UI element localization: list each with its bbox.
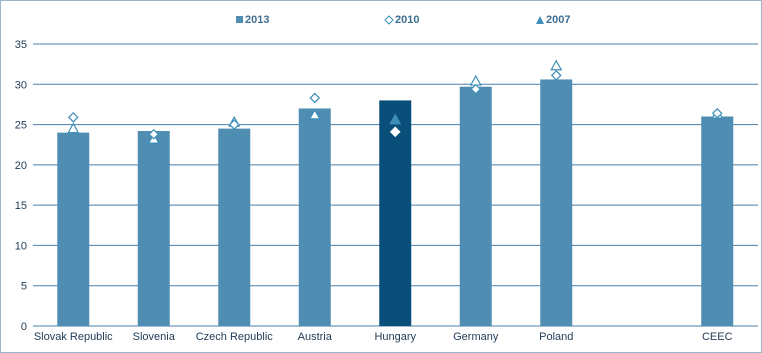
legend-item-2013: 2013 — [236, 14, 269, 26]
triangle-icon — [536, 16, 544, 24]
x-tick-label: CEEC — [702, 331, 733, 343]
y-tick-label: 30 — [15, 79, 27, 91]
bar — [540, 79, 573, 326]
bar — [701, 116, 734, 326]
bar — [218, 128, 251, 326]
x-tick-label: Czech Republic — [196, 331, 274, 343]
bar — [298, 108, 331, 326]
y-tick-label: 25 — [15, 120, 27, 132]
x-tick-label: Slovenia — [133, 331, 176, 343]
legend-label-2007: 2007 — [546, 14, 570, 26]
square-icon — [236, 16, 243, 23]
x-tick-label: Hungary — [374, 331, 416, 343]
y-tick-label: 20 — [15, 160, 27, 172]
legend-item-2010: 2010 — [384, 14, 419, 26]
x-tick-label: Slovak Republic — [34, 331, 113, 343]
diamond-icon — [384, 15, 394, 25]
marker-triangle — [389, 113, 402, 125]
marker-triangle — [67, 122, 80, 134]
y-tick-label: 35 — [15, 39, 27, 51]
marker-diamond — [148, 128, 160, 140]
bar — [137, 131, 170, 326]
marker-triangle — [308, 108, 321, 120]
markers — [67, 59, 724, 144]
bar — [459, 86, 492, 327]
y-tick-label: 0 — [21, 321, 27, 333]
marker-triangle — [469, 74, 482, 86]
marker-diamond — [309, 92, 321, 104]
x-tick-label: Austria — [298, 331, 333, 343]
marker-diamond — [389, 126, 401, 138]
legend-label-2013: 2013 — [245, 14, 269, 26]
y-tick-label: 15 — [15, 200, 27, 212]
legend-item-2007: 2007 — [536, 14, 570, 26]
y-axis-ticks: 0 5 10 15 20 25 30 35 — [15, 39, 27, 333]
marker-diamond — [711, 107, 723, 119]
legend-label-2010: 2010 — [395, 14, 419, 26]
y-tick-label: 10 — [15, 240, 27, 252]
marker-diamond — [228, 119, 240, 130]
bar — [57, 132, 90, 326]
bar — [379, 100, 412, 327]
x-axis-labels: Slovak Republic Slovenia Czech Republic Aus… — [34, 331, 733, 343]
x-tick-label: Germany — [453, 331, 499, 343]
y-tick-label: 5 — [21, 281, 27, 293]
marker-diamond — [470, 83, 482, 95]
marker-diamond — [67, 111, 79, 123]
bars — [57, 79, 734, 327]
marker-diamond — [550, 70, 562, 81]
x-tick-label: Poland — [539, 331, 573, 343]
legend: 2013 2010 2007 — [236, 14, 570, 26]
marker-triangle — [550, 59, 563, 71]
